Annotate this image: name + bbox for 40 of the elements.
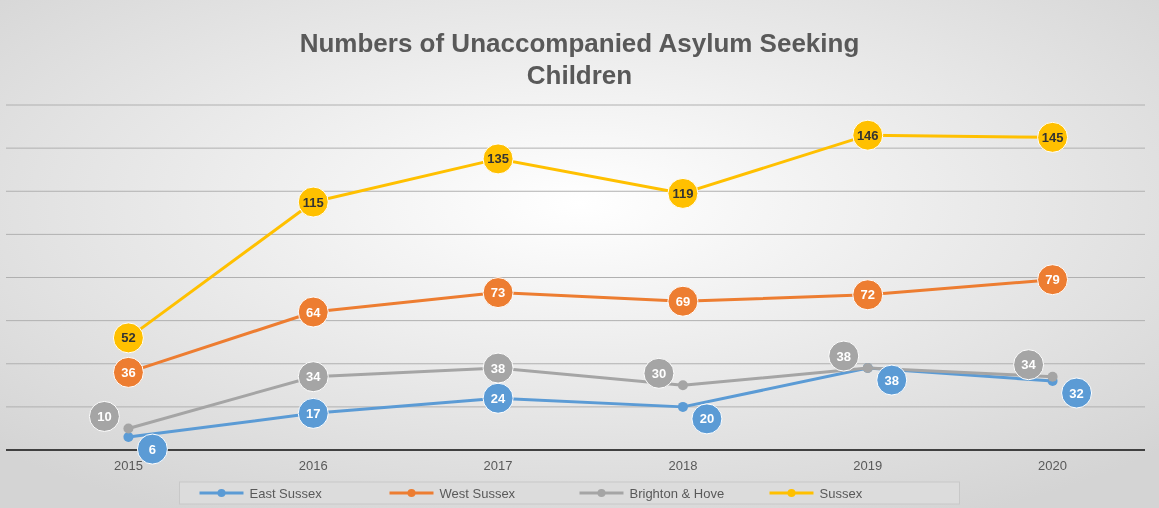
data-label: 32: [1069, 385, 1084, 401]
legend-label: Sussex: [819, 485, 863, 501]
data-label: 79: [1045, 272, 1060, 288]
x-tick-label: 2020: [1038, 458, 1068, 473]
data-label: 73: [490, 285, 506, 301]
data-label: 38: [490, 360, 506, 376]
x-tick-label: 2019: [853, 458, 883, 473]
data-label: 146: [856, 127, 879, 143]
data-label: 24: [490, 390, 507, 406]
data-label: 72: [860, 287, 875, 303]
data-label: 34: [1021, 357, 1037, 373]
data-label: 36: [121, 364, 136, 380]
data-label: 34: [306, 369, 322, 385]
data-label: 119: [672, 185, 694, 201]
point: [1047, 371, 1058, 382]
data-label: 38: [884, 372, 899, 388]
legend-label: Brighton & Hove: [629, 485, 725, 501]
x-tick-label: 2016: [298, 458, 328, 473]
legend-label: East Sussex: [249, 485, 323, 501]
data-label: 115: [302, 194, 324, 210]
chart-title: Numbers of Unaccompanied Asylum Seeking Children: [299, 28, 860, 90]
point: [677, 380, 688, 391]
legend-label: West Sussex: [439, 485, 516, 501]
data-label: 30: [651, 365, 667, 381]
point: [677, 401, 688, 412]
data-label: 6: [148, 441, 157, 457]
data-label: 38: [836, 348, 851, 364]
data-label: 52: [121, 330, 136, 346]
x-tick-label: 2015: [113, 458, 143, 473]
data-label: 135: [487, 151, 509, 167]
data-label: 145: [1041, 129, 1064, 145]
point: [123, 423, 134, 434]
x-tick-label: 2017: [483, 458, 513, 473]
data-label: 64: [306, 304, 322, 320]
point: [123, 432, 134, 443]
data-label: 10: [97, 408, 112, 424]
x-tick-label: 2018: [668, 458, 698, 473]
data-label: 20: [699, 411, 715, 427]
data-label: 69: [675, 293, 691, 309]
data-label: 17: [306, 405, 321, 421]
